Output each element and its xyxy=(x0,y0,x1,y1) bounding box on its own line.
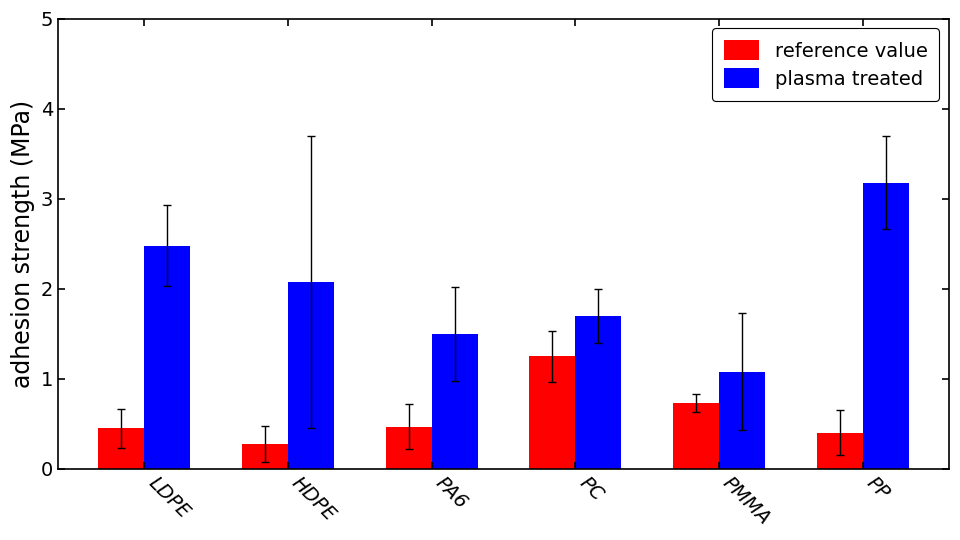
Bar xyxy=(386,427,432,469)
Bar xyxy=(863,183,909,469)
Bar xyxy=(719,372,765,469)
Bar xyxy=(575,316,621,469)
Bar xyxy=(817,433,863,469)
Bar xyxy=(288,282,334,469)
Legend: reference value, plasma treated: reference value, plasma treated xyxy=(712,28,939,100)
Bar xyxy=(432,334,477,469)
Bar xyxy=(673,403,719,469)
Bar xyxy=(529,356,575,469)
Bar xyxy=(242,444,288,469)
Bar xyxy=(144,246,190,469)
Y-axis label: adhesion strength (MPa): adhesion strength (MPa) xyxy=(12,100,36,388)
Bar xyxy=(98,428,144,469)
